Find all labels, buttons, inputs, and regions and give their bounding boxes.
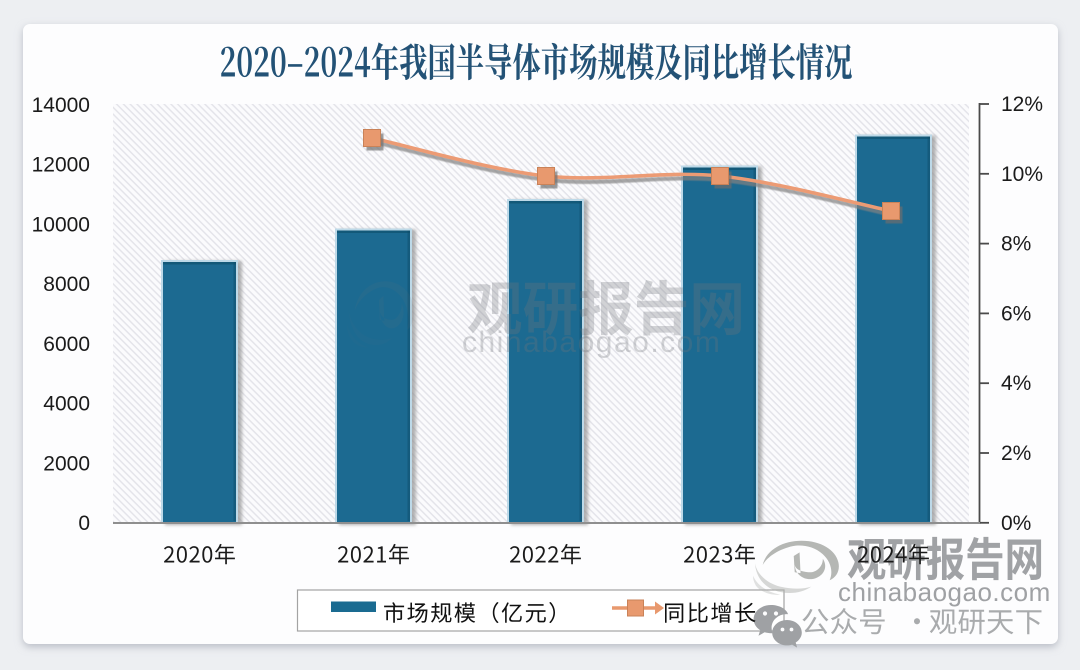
svg-text:12000: 12000 <box>32 154 90 177</box>
svg-text:0: 0 <box>78 512 90 535</box>
svg-text:2000: 2000 <box>43 452 90 475</box>
svg-text:6%: 6% <box>1001 302 1031 325</box>
svg-text:10%: 10% <box>1001 163 1043 186</box>
svg-text:chinabaogao.com: chinabaogao.com <box>838 577 1051 607</box>
svg-text:8000: 8000 <box>43 273 90 296</box>
svg-text:12%: 12% <box>1001 93 1043 116</box>
svg-text:14000: 14000 <box>32 94 90 117</box>
svg-text:8%: 8% <box>1001 233 1031 256</box>
svg-text:4%: 4% <box>1001 372 1031 395</box>
svg-text:4000: 4000 <box>43 393 90 416</box>
svg-text:0%: 0% <box>1001 512 1031 535</box>
svg-text:2%: 2% <box>1001 442 1031 465</box>
svg-text:10000: 10000 <box>32 213 90 236</box>
svg-text:chinabaogao.com: chinabaogao.com <box>462 326 721 359</box>
svg-text:6000: 6000 <box>43 333 90 356</box>
